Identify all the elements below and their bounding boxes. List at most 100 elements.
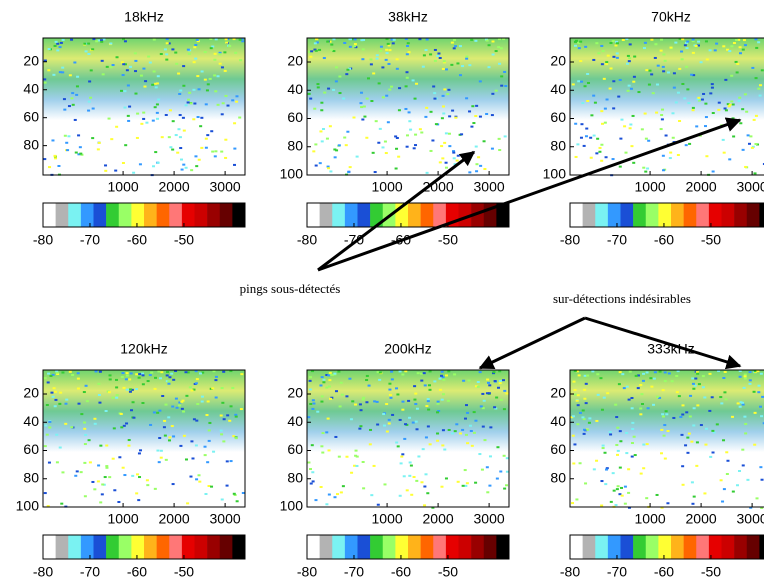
echo-speckle: [194, 444, 198, 447]
echo-speckle: [683, 44, 687, 47]
colorbar-tick-label: -60: [127, 232, 147, 248]
echo-speckle: [330, 43, 334, 46]
echo-speckle: [628, 127, 632, 130]
echo-speckle: [421, 65, 425, 68]
colorbar-swatch: [582, 535, 596, 559]
echo-speckle: [167, 380, 171, 383]
echo-speckle: [187, 52, 191, 55]
echo-speckle: [361, 48, 365, 51]
echo-speckle: [760, 415, 764, 418]
echo-speckle: [70, 426, 74, 429]
echo-speckle: [93, 422, 97, 425]
echo-speckle: [656, 64, 660, 67]
echo-speckle: [488, 384, 492, 387]
echo-speckle: [328, 371, 332, 374]
echo-speckle: [137, 499, 141, 502]
echo-speckle: [47, 48, 51, 51]
echo-speckle: [111, 396, 115, 399]
echo-speckle: [93, 417, 97, 420]
echo-speckle: [600, 504, 604, 507]
echo-speckle: [444, 68, 448, 71]
echo-speckle: [710, 86, 714, 89]
echo-speckle: [447, 428, 451, 431]
echo-speckle: [686, 451, 690, 454]
echo-speckle: [209, 38, 213, 41]
echo-speckle: [348, 166, 352, 169]
echo-speckle: [65, 141, 69, 144]
axes-frame: [306, 37, 510, 176]
echo-speckle: [408, 120, 412, 123]
echo-speckle: [127, 444, 131, 447]
echo-speckle: [618, 165, 622, 168]
echo-speckle: [420, 481, 424, 484]
echo-speckle: [345, 395, 349, 398]
echo-speckle: [412, 475, 416, 478]
echo-speckle: [233, 122, 237, 125]
x-tick-label: 3000: [737, 179, 764, 195]
echo-speckle: [339, 491, 343, 494]
echo-speckle: [176, 151, 180, 154]
colorbar-tick-label: -60: [654, 232, 674, 248]
echo-speckle: [166, 370, 170, 373]
echo-speckle: [177, 128, 181, 131]
echo-speckle: [704, 443, 708, 446]
echo-speckle: [616, 426, 620, 429]
echo-speckle: [165, 53, 169, 56]
echo-speckle: [220, 498, 224, 501]
echo-speckle: [392, 38, 396, 41]
echo-speckle: [582, 432, 586, 435]
echo-speckle: [620, 486, 624, 489]
echo-speckle: [348, 377, 352, 380]
echo-speckle: [406, 44, 410, 47]
echo-speckle: [482, 140, 486, 143]
echo-speckle: [671, 112, 675, 115]
echo-speckle: [678, 67, 682, 70]
echo-speckle: [382, 424, 386, 427]
echo-speckle: [136, 473, 140, 476]
echo-speckle: [365, 379, 369, 382]
echo-speckle: [608, 431, 612, 434]
echo-speckle: [388, 393, 392, 396]
echo-speckle: [353, 464, 357, 467]
echo-speckle: [53, 44, 57, 47]
echo-speckle: [712, 431, 716, 434]
echo-speckle: [658, 396, 662, 399]
echo-speckle: [690, 73, 694, 76]
x-tick-label: 2000: [159, 511, 190, 527]
echo-speckle: [756, 143, 760, 146]
echo-speckle: [616, 449, 620, 452]
echo-speckle: [238, 116, 242, 119]
echo-speckle: [713, 49, 717, 52]
echo-speckle: [691, 38, 695, 41]
echo-speckle: [371, 151, 375, 154]
echo-speckle: [481, 407, 485, 410]
colorbar-swatch: [344, 203, 358, 227]
echo-speckle: [200, 146, 204, 149]
echo-speckle: [84, 384, 88, 387]
echo-speckle: [725, 473, 729, 476]
echo-speckle: [367, 384, 371, 387]
echo-speckle: [100, 493, 104, 496]
echo-speckle: [95, 40, 99, 43]
echo-speckle: [135, 136, 139, 139]
echo-speckle: [139, 74, 143, 77]
echo-speckle: [715, 42, 719, 45]
echo-speckle: [174, 397, 178, 400]
echo-speckle: [385, 94, 389, 97]
echo-speckle: [696, 372, 700, 375]
echo-speckle: [600, 110, 604, 113]
echo-speckle: [156, 75, 160, 78]
echo-speckle: [79, 152, 83, 155]
echo-speckle: [691, 40, 695, 43]
echo-speckle: [454, 45, 458, 48]
colorbar-swatch: [106, 203, 120, 227]
echo-speckle: [388, 88, 392, 91]
echo-speckle: [359, 425, 363, 428]
echo-speckle: [222, 418, 226, 421]
echo-speckle: [320, 101, 324, 104]
echo-speckle: [168, 376, 172, 379]
echo-speckle: [207, 484, 211, 487]
echo-speckle: [125, 372, 129, 375]
echo-speckle: [376, 503, 380, 506]
